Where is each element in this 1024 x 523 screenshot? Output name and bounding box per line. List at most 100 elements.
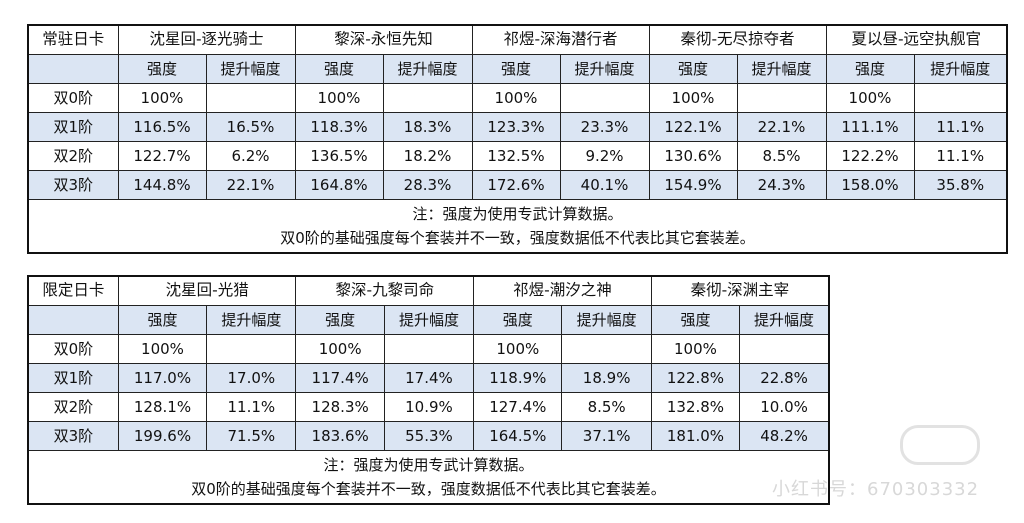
table-row: 双0阶 100% 100% 100% 100% [27,334,830,364]
row-label: 双3阶 [27,170,119,200]
row-label: 双1阶 [27,363,119,393]
standard-card-table: 常驻日卡 沈星回-逐光骑士 黎深-永恒先知 祁煜-深海潜行者 秦彻-无尽掠夺者 … [27,24,1008,254]
value-cell [383,334,475,364]
value-cell: 100% [117,334,208,364]
value-cell [736,83,827,113]
value-cell [739,334,830,364]
set-header: 沈星回-逐光骑士 [117,24,296,55]
value-cell: 18.9% [561,363,652,393]
note-row: 注：强度为使用专武计算数据。 双0阶的基础强度每个套装并不一致，强度数据低不代表… [27,199,1008,254]
value-cell: 116.5% [117,112,207,142]
value-cell [382,83,473,113]
value-cell: 22.1% [736,112,827,142]
empty-cell [27,305,119,335]
value-cell: 55.3% [383,421,475,451]
value-cell [559,83,650,113]
row-label: 双2阶 [27,141,119,171]
value-cell: 100% [295,334,385,364]
value-cell: 199.6% [117,421,208,451]
note-line: 注：强度为使用专武计算数据。 [323,456,534,474]
value-cell: 100% [648,83,738,113]
value-cell: 154.9% [648,170,738,200]
value-cell: 100% [117,83,207,113]
watermark-logo-icon [900,425,980,465]
value-cell: 132.8% [650,392,741,422]
value-cell: 158.0% [825,170,915,200]
sub-header-increase: 提升幅度 [383,305,475,335]
value-cell: 17.4% [383,363,475,393]
value-cell: 118.3% [294,112,384,142]
value-cell: 16.5% [205,112,296,142]
note-row: 注：强度为使用专武计算数据。 双0阶的基础强度每个套装并不一致，强度数据低不代表… [27,450,830,505]
row-label: 双0阶 [27,83,119,113]
value-cell: 23.3% [559,112,650,142]
value-cell: 11.1% [913,141,1008,171]
value-cell: 118.9% [473,363,563,393]
value-cell: 24.3% [736,170,827,200]
sub-header-strength: 强度 [117,305,208,335]
value-cell: 136.5% [294,141,384,171]
value-cell: 123.3% [471,112,561,142]
value-cell: 71.5% [206,421,297,451]
row-label: 双2阶 [27,392,119,422]
set-header: 黎深-永恒先知 [294,24,473,55]
sub-header-strength: 强度 [648,54,738,84]
row-label: 双0阶 [27,334,119,364]
empty-cell [27,54,119,84]
sub-header-increase: 提升幅度 [205,54,296,84]
value-cell: 132.5% [471,141,561,171]
value-cell: 128.1% [117,392,208,422]
table-header-row: 常驻日卡 沈星回-逐光骑士 黎深-永恒先知 祁煜-深海潜行者 秦彻-无尽掠夺者 … [27,24,1008,55]
set-header: 秦彻-无尽掠夺者 [648,24,827,55]
corner-header: 限定日卡 [27,275,119,306]
value-cell: 127.4% [473,392,563,422]
value-cell: 8.5% [561,392,652,422]
sub-header-increase: 提升幅度 [382,54,473,84]
value-cell: 6.2% [205,141,296,171]
set-header: 黎深-九黎司命 [295,275,475,306]
value-cell [206,334,297,364]
sub-header-strength: 强度 [295,305,385,335]
sub-header-strength: 强度 [294,54,384,84]
value-cell: 183.6% [295,421,385,451]
set-header: 沈星回-光猎 [117,275,297,306]
value-cell: 40.1% [559,170,650,200]
table-header-row: 限定日卡 沈星回-光猎 黎深-九黎司命 祁煜-潮汐之神 秦彻-深渊主宰 [27,275,830,306]
sub-header-increase: 提升幅度 [739,305,830,335]
table-note: 注：强度为使用专武计算数据。 双0阶的基础强度每个套装并不一致，强度数据低不代表… [27,199,1008,254]
corner-header: 常驻日卡 [27,24,119,55]
value-cell: 28.3% [382,170,473,200]
value-cell: 128.3% [295,392,385,422]
sub-header-strength: 强度 [473,305,563,335]
value-cell: 10.9% [383,392,475,422]
sub-header-strength: 强度 [825,54,915,84]
value-cell: 122.2% [825,141,915,171]
value-cell: 100% [825,83,915,113]
value-cell: 11.1% [206,392,297,422]
sub-header-increase: 提升幅度 [559,54,650,84]
value-cell [205,83,296,113]
value-cell: 122.7% [117,141,207,171]
table-row: 双1阶 116.5% 16.5% 118.3% 18.3% 123.3% 23.… [27,112,1008,142]
note-line: 注：强度为使用专武计算数据。 [412,205,623,223]
table-row: 双1阶 117.0% 17.0% 117.4% 17.4% 118.9% 18.… [27,363,830,393]
value-cell: 130.6% [648,141,738,171]
table-row: 双3阶 199.6% 71.5% 183.6% 55.3% 164.5% 37.… [27,421,830,451]
sub-header-increase: 提升幅度 [736,54,827,84]
value-cell: 144.8% [117,170,207,200]
value-cell: 164.5% [473,421,563,451]
value-cell: 35.8% [913,170,1008,200]
value-cell [913,83,1008,113]
limited-card-table: 限定日卡 沈星回-光猎 黎深-九黎司命 祁煜-潮汐之神 秦彻-深渊主宰 强度 提… [27,275,830,505]
sub-header-strength: 强度 [117,54,207,84]
value-cell: 22.8% [739,363,830,393]
sub-header-strength: 强度 [471,54,561,84]
table-row: 双2阶 128.1% 11.1% 128.3% 10.9% 127.4% 8.5… [27,392,830,422]
value-cell: 164.8% [294,170,384,200]
value-cell: 10.0% [739,392,830,422]
value-cell: 181.0% [650,421,741,451]
value-cell: 172.6% [471,170,561,200]
note-line: 双0阶的基础强度每个套装并不一致，强度数据低不代表比其它套装差。 [280,229,755,247]
value-cell: 18.2% [382,141,473,171]
sub-header-increase: 提升幅度 [206,305,297,335]
